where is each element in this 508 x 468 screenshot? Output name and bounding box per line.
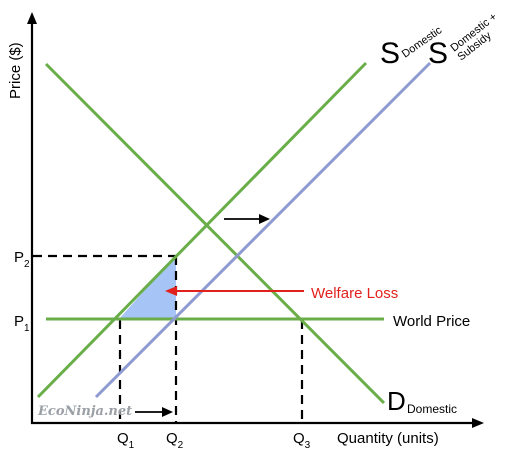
domestic-supply-curve xyxy=(36,61,368,399)
p2-label: P2 xyxy=(14,249,30,270)
domestic-demand-label-sub: Domestic xyxy=(407,402,457,416)
q1-main: Q xyxy=(117,430,129,447)
q2-main: Q xyxy=(166,430,178,447)
p2-main: P xyxy=(14,249,24,266)
y-axis-label: Price ($) xyxy=(7,42,24,99)
q2-label: Q2 xyxy=(166,430,184,451)
supply-shift-arrowhead xyxy=(259,214,270,224)
x-axis-label: Quantity (units) xyxy=(337,430,439,447)
domestic-demand-label-main: D xyxy=(387,386,406,416)
subsidy-supply-label-main: S xyxy=(428,37,448,70)
p1-subscript: 1 xyxy=(24,323,30,334)
x-axis-arrowhead xyxy=(472,418,484,428)
y-axis-arrowhead xyxy=(27,12,37,24)
subsidy-supply-curve xyxy=(94,61,432,399)
domestic-supply-label-main: S xyxy=(380,37,400,70)
p1-label: P1 xyxy=(14,313,30,334)
domestic-demand-curve xyxy=(44,62,386,405)
quantity-shift-arrowhead xyxy=(162,407,173,417)
p2-subscript: 2 xyxy=(24,259,30,270)
q3-main: Q xyxy=(293,430,305,447)
q2-subscript: 2 xyxy=(178,440,184,451)
q1-subscript: 1 xyxy=(129,440,135,451)
q3-label: Q3 xyxy=(293,430,311,451)
welfare-loss-label: Welfare Loss xyxy=(311,285,398,302)
welfare-loss-pointer-arrowhead xyxy=(165,286,177,296)
watermark-logo: EcoNinja.net xyxy=(37,404,132,419)
p1-main: P xyxy=(14,313,24,330)
q3-subscript: 3 xyxy=(305,440,311,451)
q1-label: Q1 xyxy=(117,430,135,451)
world-price-label: World Price xyxy=(393,313,470,330)
